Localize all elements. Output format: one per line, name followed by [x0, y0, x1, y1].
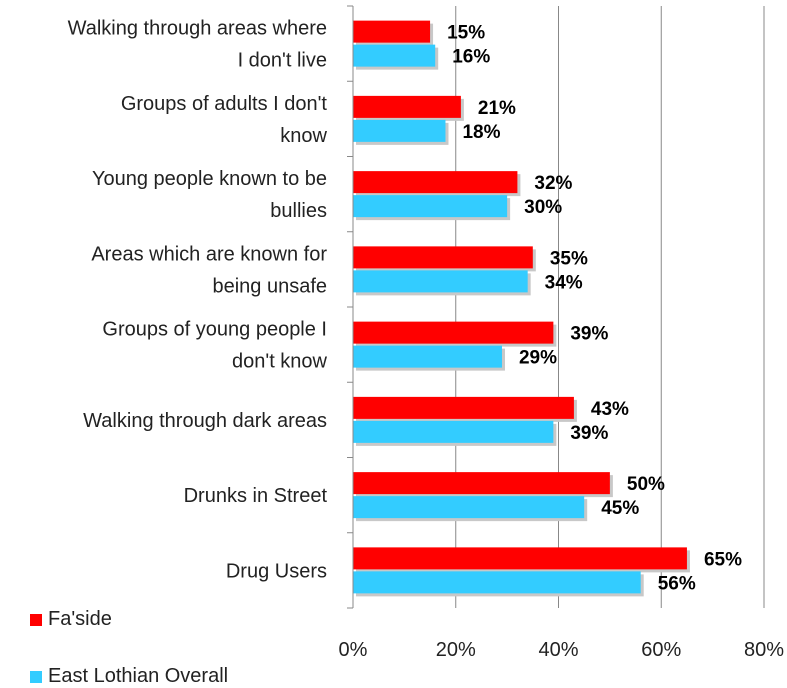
- bar-faside: [353, 321, 554, 344]
- data-label: 35%: [550, 248, 588, 269]
- data-label: 34%: [545, 272, 583, 293]
- bar-faside: [353, 20, 431, 43]
- data-label: 30%: [524, 197, 562, 218]
- data-label: 29%: [519, 348, 557, 369]
- legend-label-faside: Fa'side: [48, 608, 112, 630]
- data-label: 65%: [704, 549, 742, 570]
- data-labels: 15% 16% 21% 18% 32% 30% 35% 34% 39% 29% 43% 39% 50% 4…: [447, 23, 742, 595]
- bar-east-lothian: [353, 195, 508, 218]
- category-label: Groups of adults I don't: [121, 93, 328, 115]
- bars: [353, 20, 690, 597]
- data-label: 56%: [658, 573, 696, 594]
- data-label: 16%: [452, 47, 490, 68]
- legend-item-east-lothian: East Lothian Overall: [30, 665, 228, 688]
- category-label: I don't live: [238, 50, 327, 72]
- legend-swatch-east-lothian: [30, 670, 42, 683]
- category-label: bullies: [270, 200, 327, 222]
- category-labels: Walking through areas where I don't live G…: [68, 18, 328, 583]
- data-label: 18%: [462, 122, 500, 143]
- category-label: don't know: [232, 351, 328, 373]
- category-label: Walking through areas where: [68, 18, 327, 40]
- bar-east-lothian: [353, 496, 585, 519]
- x-tick-label: 40%: [538, 639, 578, 661]
- bar-east-lothian: [353, 571, 641, 594]
- data-label: 39%: [570, 324, 608, 345]
- category-label: Drunks in Street: [184, 485, 328, 507]
- bar-faside: [353, 246, 533, 269]
- data-label: 32%: [534, 173, 572, 194]
- bar-east-lothian: [353, 420, 554, 443]
- legend-item-faside: Fa'side: [30, 608, 112, 631]
- category-label: Young people known to be: [92, 168, 327, 190]
- x-tick-label: 20%: [436, 639, 476, 661]
- bar-east-lothian: [353, 345, 502, 368]
- x-tick-labels: 0% 20% 40% 60% 80%: [339, 639, 785, 661]
- bar-east-lothian: [353, 119, 446, 142]
- x-tick-label: 60%: [641, 639, 681, 661]
- y-axis: [347, 5, 354, 609]
- category-label: know: [280, 125, 327, 147]
- x-tick-label: 0%: [339, 639, 368, 661]
- bar-east-lothian: [353, 44, 436, 67]
- data-label: 50%: [627, 474, 665, 495]
- category-label: Drug Users: [226, 560, 327, 582]
- x-tick-label: 80%: [744, 639, 784, 661]
- category-label: Areas which are known for: [91, 243, 327, 265]
- bar-faside: [353, 95, 461, 118]
- bar-faside: [353, 547, 687, 570]
- category-label: being unsafe: [212, 275, 327, 297]
- bar-faside: [353, 472, 610, 495]
- data-label: 39%: [570, 423, 608, 444]
- legend-swatch-faside: [30, 613, 42, 626]
- bar-east-lothian: [353, 270, 528, 293]
- data-label: 43%: [591, 399, 629, 420]
- category-label: Groups of young people I: [102, 319, 327, 341]
- category-label: Walking through dark areas: [83, 410, 327, 432]
- bar-faside: [353, 171, 518, 194]
- data-label: 15%: [447, 23, 485, 44]
- legend-label-east-lothian: East Lothian Overall: [48, 665, 229, 687]
- bar-faside: [353, 396, 574, 419]
- data-label: 45%: [601, 498, 639, 519]
- data-label: 21%: [478, 98, 516, 119]
